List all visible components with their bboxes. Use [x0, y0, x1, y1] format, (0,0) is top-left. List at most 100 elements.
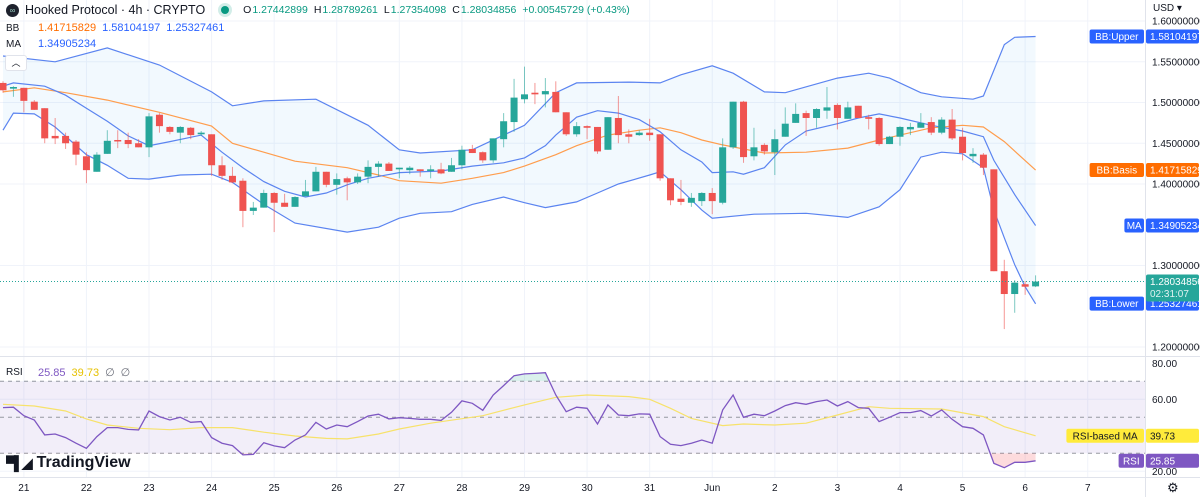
candle[interactable] [500, 113, 508, 148]
candle[interactable] [51, 117, 59, 145]
candle[interactable] [82, 152, 90, 184]
candle[interactable] [489, 138, 497, 163]
candle[interactable] [1000, 259, 1008, 330]
candle[interactable] [447, 157, 455, 172]
candle[interactable] [0, 81, 7, 93]
axis-marker-rsi[interactable]: 25.85 RSI [1118, 453, 1199, 468]
ma-legend[interactable]: MA 1.34905234 [6, 38, 96, 50]
ma-line[interactable] [2, 82, 1037, 226]
candle[interactable] [802, 110, 810, 136]
candle[interactable] [573, 122, 581, 137]
candle[interactable] [312, 166, 320, 192]
candle[interactable] [687, 192, 695, 207]
ma-label[interactable]: MA [6, 38, 21, 50]
candle[interactable] [322, 171, 330, 188]
candle[interactable] [792, 103, 800, 123]
candle[interactable] [844, 101, 852, 119]
candle[interactable] [698, 192, 706, 207]
candle[interactable] [333, 173, 341, 195]
candle[interactable] [135, 139, 143, 148]
candle[interactable] [114, 130, 122, 149]
candle[interactable] [395, 167, 403, 179]
candle[interactable] [1011, 280, 1019, 313]
candle[interactable] [176, 126, 184, 144]
candle[interactable] [583, 125, 591, 140]
candle[interactable] [865, 114, 873, 130]
candle[interactable] [917, 113, 925, 128]
candle[interactable] [364, 160, 372, 184]
axis-marker-bb-upper[interactable]: 1.58104197 BB:Upper [1089, 29, 1200, 44]
candle[interactable] [218, 156, 226, 180]
symbol-header[interactable]: ∞ Hooked Protocol · 4h · CRYPTO O1.27442… [6, 3, 630, 17]
rsi-line[interactable] [2, 372, 1036, 469]
candle[interactable] [385, 161, 393, 171]
candle[interactable] [343, 176, 351, 201]
candle[interactable] [948, 109, 956, 140]
candle[interactable] [521, 66, 528, 104]
candle[interactable] [281, 193, 289, 207]
candle[interactable] [959, 127, 967, 161]
candle[interactable] [468, 144, 476, 154]
candle[interactable] [740, 100, 748, 163]
candle[interactable] [719, 138, 727, 205]
candle[interactable] [646, 118, 654, 141]
candle[interactable] [41, 108, 49, 144]
candle[interactable] [635, 130, 643, 136]
candle[interactable] [813, 108, 821, 128]
candle[interactable] [614, 95, 622, 144]
candle[interactable] [208, 134, 216, 176]
candle[interactable] [93, 152, 101, 172]
rsi-legend[interactable]: RSI 25.85 39.73 ∅ ∅ [6, 366, 130, 380]
candle[interactable] [30, 100, 38, 110]
candle[interactable] [625, 129, 633, 144]
candle[interactable] [406, 166, 414, 175]
candle[interactable] [760, 143, 768, 155]
tradingview-logo[interactable]: ▀▌◢ TradingView [6, 454, 131, 472]
candle[interactable] [155, 113, 163, 133]
candle[interactable] [458, 145, 466, 170]
rsi-ma-line[interactable] [2, 394, 1036, 440]
candle[interactable] [677, 179, 685, 206]
candle[interactable] [896, 126, 904, 146]
currency-selector[interactable]: USD ▾ [1153, 3, 1182, 14]
candle[interactable] [479, 151, 487, 163]
candle[interactable] [969, 148, 977, 163]
candle[interactable] [166, 126, 174, 135]
symbol-title[interactable]: Hooked Protocol · 4h · CRYPTO [25, 3, 206, 17]
candle[interactable] [938, 117, 946, 135]
candle[interactable] [906, 122, 914, 136]
candle[interactable] [20, 87, 28, 113]
candle[interactable] [260, 189, 268, 208]
candle[interactable] [427, 165, 435, 179]
candle[interactable] [875, 117, 883, 146]
candle[interactable] [239, 178, 247, 228]
candle[interactable] [823, 87, 831, 119]
candle[interactable] [562, 112, 570, 136]
candle[interactable] [541, 78, 549, 108]
candle[interactable] [374, 161, 382, 177]
price-pane[interactable] [0, 35, 1145, 330]
axis-marker-ma[interactable]: 1.34905234 MA [1124, 218, 1200, 233]
candle[interactable] [656, 134, 664, 181]
price-axis[interactable]: 1.60000000 1.55000000 1.50000000 1.45000000… [1089, 17, 1200, 354]
rsi-axis[interactable]: 80.00 60.00 20.00 39.73 RSI-based MA 25.85 RSI [1066, 359, 1199, 478]
candle[interactable] [531, 82, 539, 105]
bb-label[interactable]: BB [6, 22, 20, 34]
candle[interactable] [62, 132, 70, 149]
candle[interactable] [145, 113, 153, 158]
candle[interactable] [416, 169, 424, 177]
candle[interactable] [301, 179, 309, 197]
candle[interactable] [886, 135, 894, 145]
bb-upper-line[interactable] [2, 35, 1036, 154]
candle[interactable] [750, 127, 758, 161]
candle[interactable] [270, 192, 278, 233]
bb-legend[interactable]: BB 1.41715829 1.58104197 1.25327461 [6, 22, 224, 34]
candle[interactable] [9, 86, 17, 97]
candle[interactable] [197, 131, 205, 136]
candle[interactable] [437, 162, 445, 175]
candle[interactable] [979, 153, 987, 176]
candle[interactable] [124, 132, 132, 149]
candle[interactable] [228, 166, 236, 184]
candle[interactable] [771, 129, 779, 176]
